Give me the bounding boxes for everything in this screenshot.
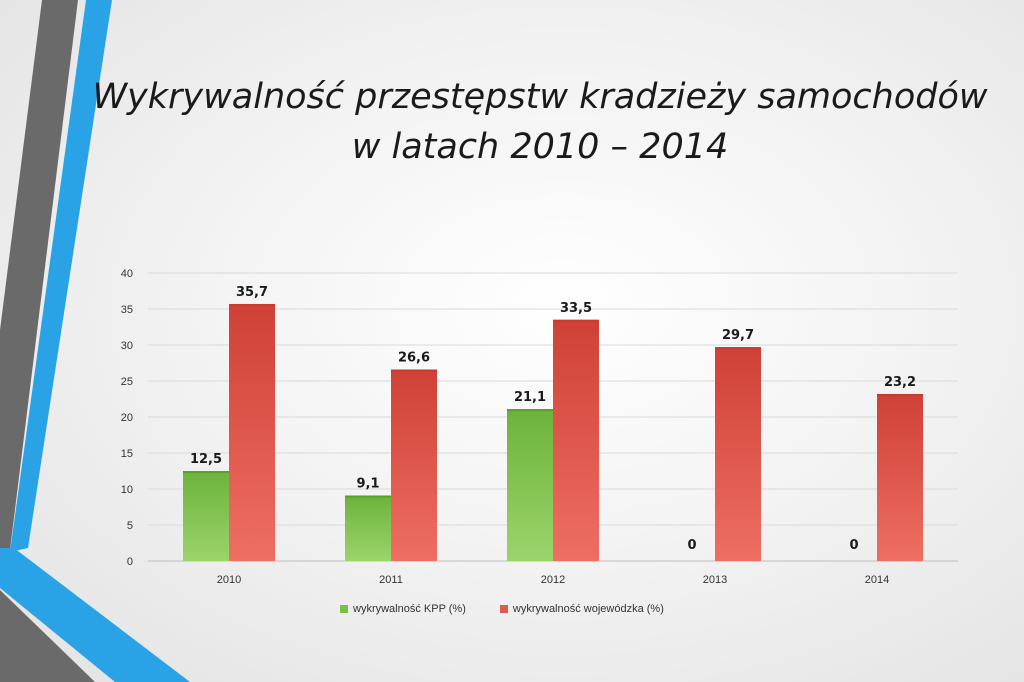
gray-stripe-bottom bbox=[0, 590, 95, 682]
x-tick-label: 2012 bbox=[541, 574, 565, 586]
y-tick-label: 35 bbox=[121, 304, 133, 316]
data-label: 12,5 bbox=[190, 452, 222, 467]
blue-stripe-bottom bbox=[0, 548, 190, 682]
x-tick-label: 2014 bbox=[865, 574, 889, 586]
legend-swatch-red bbox=[499, 605, 508, 613]
y-tick-label: 30 bbox=[121, 340, 133, 352]
bar-wojewodzka bbox=[553, 319, 599, 561]
data-label: 33,5 bbox=[560, 301, 592, 316]
data-label: 0 bbox=[849, 538, 858, 553]
gray-stripe-top bbox=[0, 0, 78, 560]
chart-title: Wykrywalność przestępstw kradzieży samoc… bbox=[60, 72, 1020, 172]
bar-wojewodzka bbox=[877, 393, 923, 561]
y-tick-label: 40 bbox=[121, 268, 133, 280]
bar-wojewodzka bbox=[229, 303, 275, 561]
y-tick-label: 25 bbox=[121, 376, 133, 388]
legend-item-wojewodzka: wykrywalność wojewódzka (%) bbox=[499, 603, 664, 615]
legend-label-kpp: wykrywalność KPP (%) bbox=[353, 603, 466, 615]
legend-item-kpp: wykrywalność KPP (%) bbox=[340, 603, 466, 615]
decorative-stripes bbox=[0, 0, 190, 682]
y-tick-label: 0 bbox=[127, 556, 133, 568]
chart-legend: wykrywalność KPP (%) wykrywalność wojewó… bbox=[340, 603, 800, 615]
legend-swatch-green bbox=[340, 605, 348, 613]
y-tick-label: 10 bbox=[121, 484, 133, 496]
y-tick-label: 20 bbox=[121, 412, 133, 424]
bar-kpp bbox=[345, 495, 391, 561]
bar-kpp bbox=[183, 471, 229, 561]
data-label: 29,7 bbox=[722, 328, 754, 343]
blue-stripe-top bbox=[10, 0, 112, 552]
legend-label-wojewodzka: wykrywalność wojewódzka (%) bbox=[512, 603, 664, 615]
y-tick-label: 15 bbox=[121, 448, 133, 460]
data-label: 23,2 bbox=[884, 375, 916, 390]
bar-wojewodzka bbox=[391, 369, 437, 561]
title-line-2: w latach 2010 – 2014 bbox=[351, 127, 729, 167]
y-tick-label: 5 bbox=[127, 520, 133, 532]
bar-wojewodzka bbox=[715, 347, 761, 561]
data-label: 21,1 bbox=[514, 390, 546, 405]
x-tick-label: 2010 bbox=[217, 574, 241, 586]
data-label: 0 bbox=[687, 538, 696, 553]
bar-kpp bbox=[507, 409, 553, 561]
data-label: 26,6 bbox=[398, 350, 430, 365]
x-tick-label: 2013 bbox=[703, 574, 727, 586]
title-line-1: Wykrywalność przestępstw kradzieży samoc… bbox=[92, 77, 988, 117]
data-label: 9,1 bbox=[356, 476, 379, 491]
data-label: 35,7 bbox=[236, 285, 268, 300]
x-tick-label: 2011 bbox=[379, 574, 403, 586]
